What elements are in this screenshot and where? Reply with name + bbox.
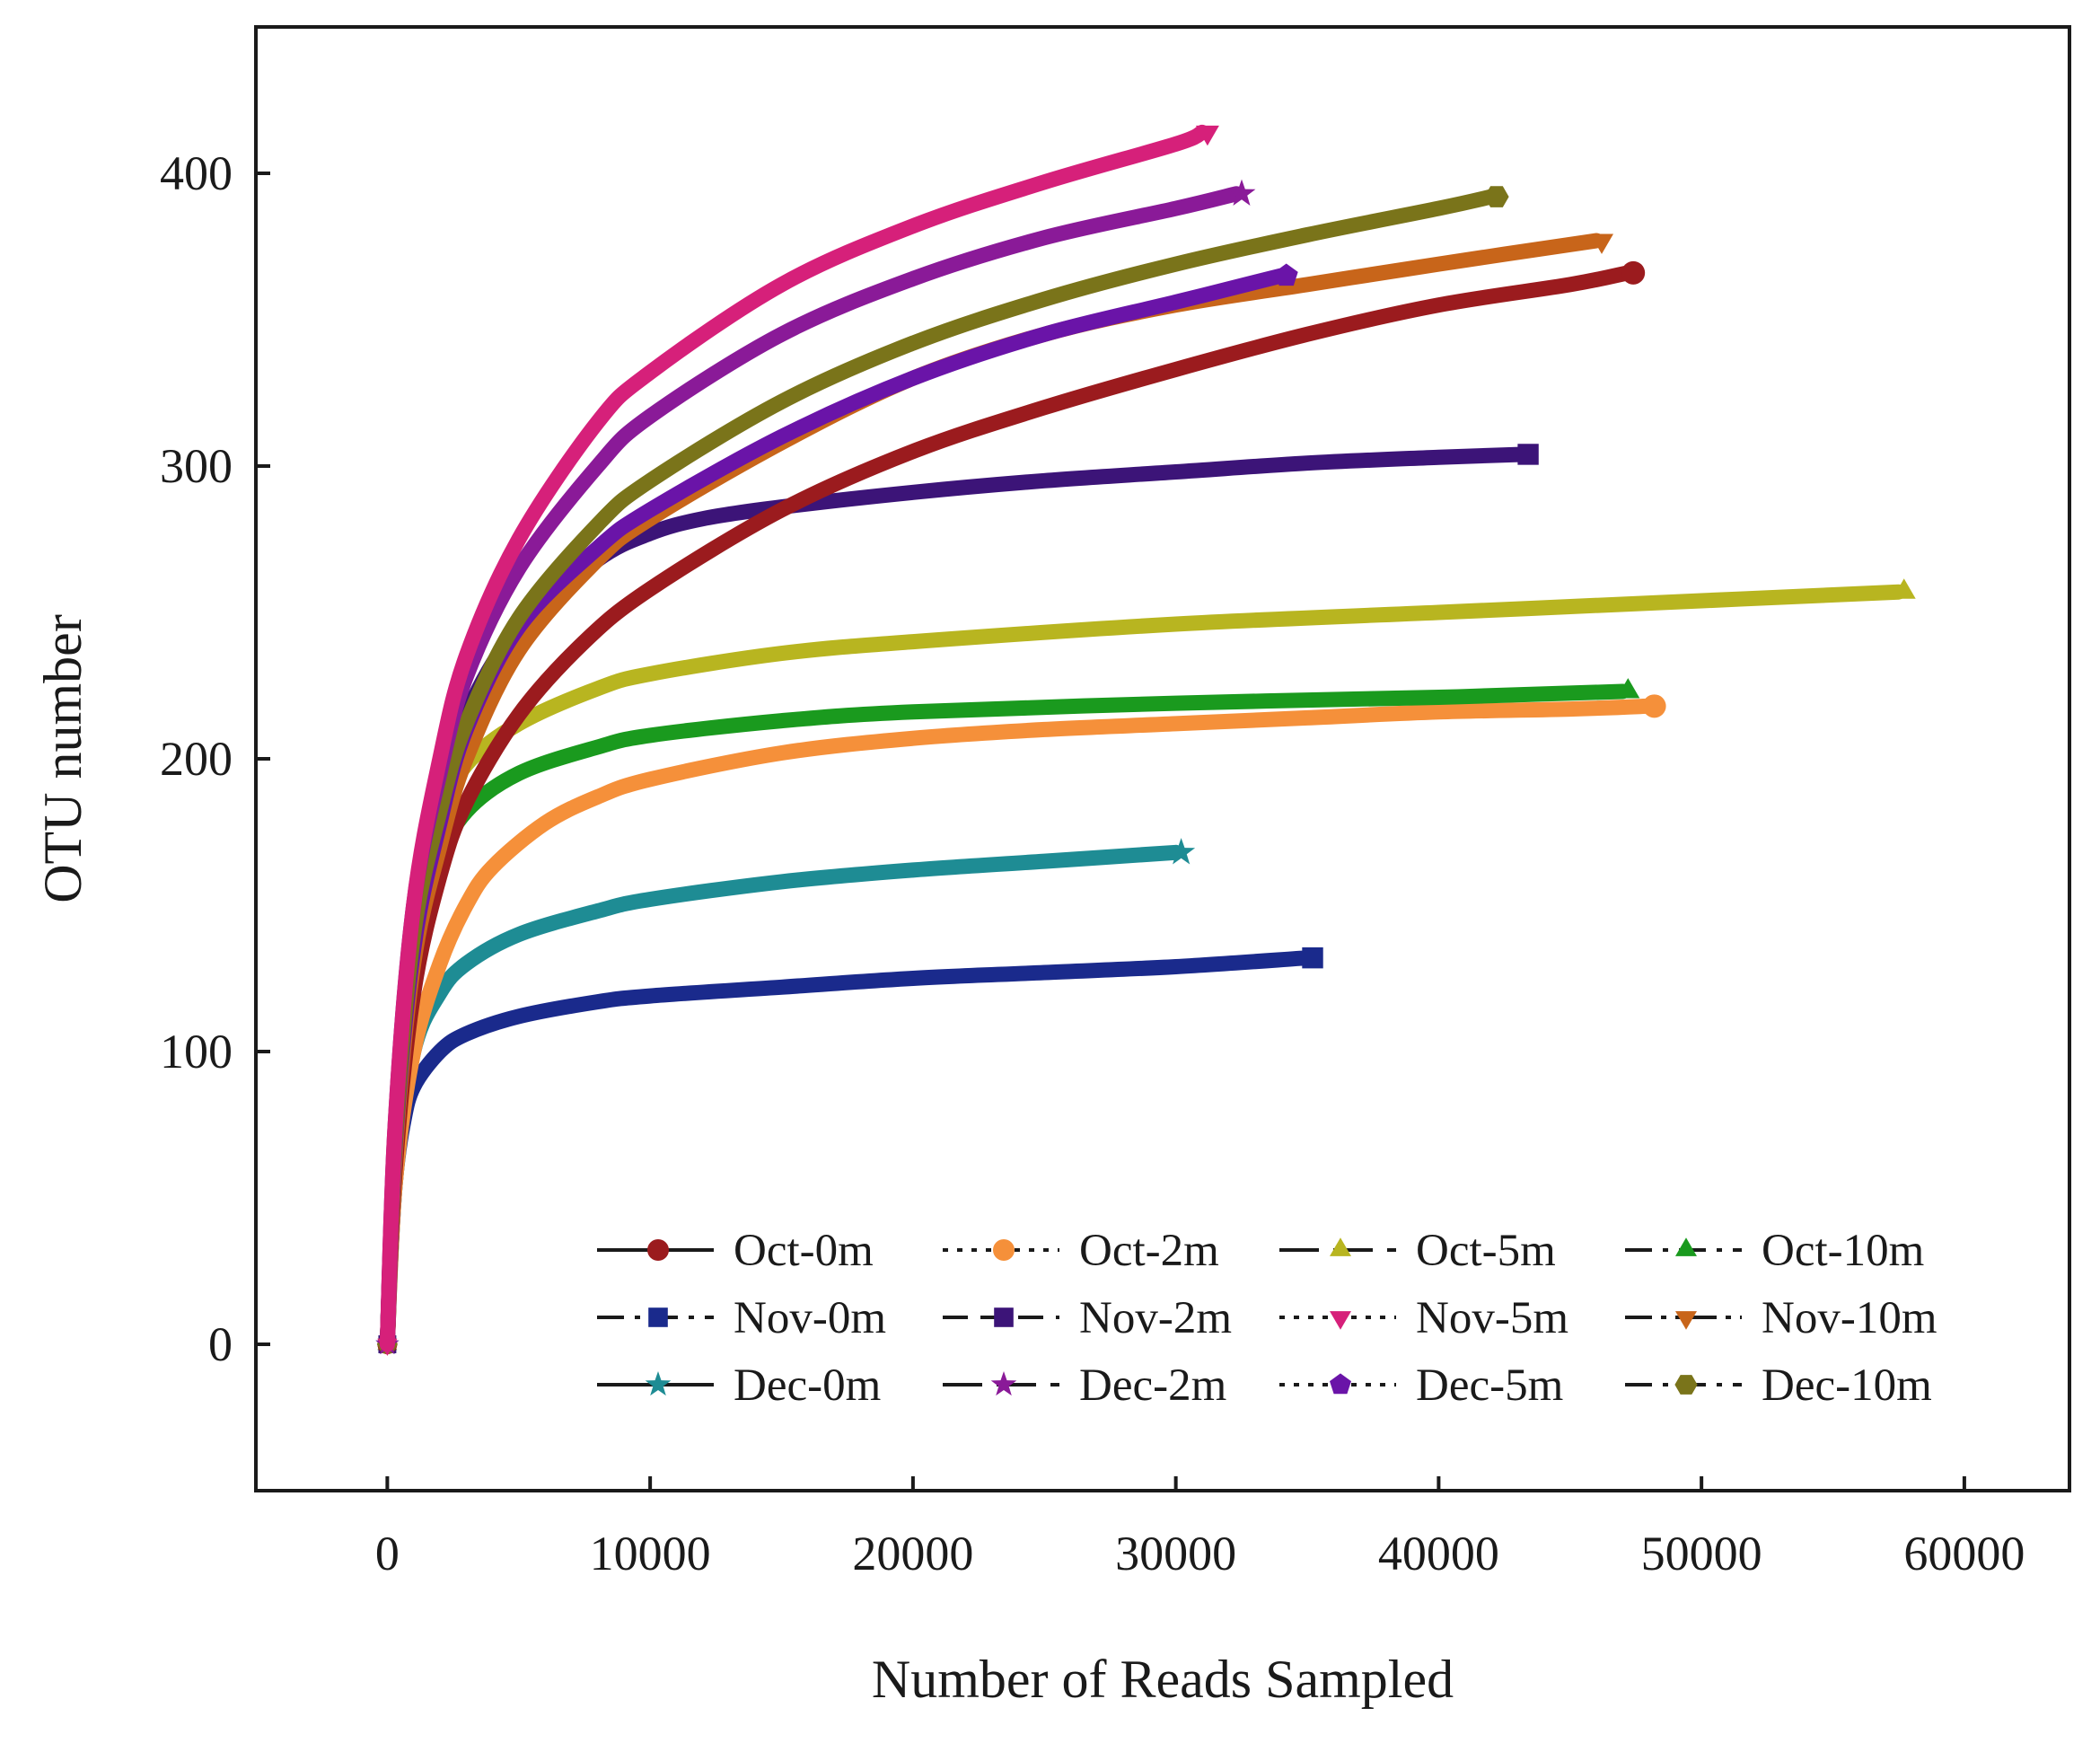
series-line bbox=[379, 268, 1289, 1352]
y-tick-label: 100 bbox=[160, 1025, 233, 1078]
legend-label: Dec-2m bbox=[1079, 1360, 1226, 1411]
legend-label: Oct-0m bbox=[734, 1226, 874, 1276]
series-dec-0m bbox=[375, 838, 1196, 1355]
legend-label: Oct-2m bbox=[1079, 1226, 1219, 1276]
legend-item-oct-2m: Oct-2m bbox=[943, 1226, 1219, 1276]
series-end-marker bbox=[1517, 444, 1539, 465]
x-tick-label: 20000 bbox=[852, 1527, 973, 1580]
legend-marker bbox=[1675, 1237, 1697, 1256]
series-end-marker bbox=[1590, 233, 1613, 254]
y-tick-label: 0 bbox=[208, 1317, 233, 1371]
legend-item-dec-2m: Dec-2m bbox=[943, 1360, 1226, 1411]
series-end-marker bbox=[1616, 678, 1640, 699]
legend-marker bbox=[1330, 1237, 1351, 1256]
legend-label: Nov-2m bbox=[1079, 1293, 1232, 1343]
series-line bbox=[379, 233, 1604, 1352]
legend-marker bbox=[1675, 1311, 1697, 1330]
legend-item-oct-5m: Oct-5m bbox=[1279, 1226, 1556, 1276]
legend-label: Dec-0m bbox=[734, 1360, 881, 1411]
legend-label: Oct-10m bbox=[1762, 1226, 1924, 1276]
series-dec-5m bbox=[377, 263, 1298, 1353]
y-tick-label: 300 bbox=[160, 439, 233, 493]
series-dec-2m bbox=[375, 179, 1256, 1355]
legend-marker bbox=[994, 1307, 1014, 1327]
legend-label: Nov-0m bbox=[734, 1293, 886, 1343]
legend-item-nov-10m: Nov-10m bbox=[1625, 1293, 1937, 1343]
legend-marker bbox=[990, 1371, 1017, 1396]
legend-item-dec-10m: Dec-10m bbox=[1625, 1360, 1932, 1411]
series-end-marker bbox=[1167, 838, 1196, 865]
series-line bbox=[379, 950, 1315, 1352]
legend-marker bbox=[647, 1239, 669, 1261]
legend-label: Dec-10m bbox=[1762, 1360, 1932, 1411]
legend-marker bbox=[645, 1371, 672, 1396]
x-tick-label: 40000 bbox=[1378, 1527, 1499, 1580]
series-end-marker bbox=[1196, 125, 1219, 146]
legend-marker bbox=[1674, 1375, 1698, 1395]
legend-item-nov-0m: Nov-0m bbox=[597, 1293, 886, 1343]
x-axis-title: Number of Reads Sampled bbox=[872, 1650, 1454, 1709]
legend-item-nov-2m: Nov-2m bbox=[943, 1293, 1232, 1343]
series-end-marker bbox=[1302, 946, 1323, 969]
legend-marker bbox=[1330, 1311, 1351, 1330]
legend-item-dec-5m: Dec-5m bbox=[1279, 1360, 1563, 1411]
series-line bbox=[379, 124, 1210, 1352]
x-tick-label: 30000 bbox=[1115, 1527, 1236, 1580]
y-tick-label: 400 bbox=[160, 146, 233, 200]
x-tick-label: 60000 bbox=[1903, 1527, 2025, 1580]
x-axis: 0 10000 20000 30000 40000 50000 60000 bbox=[375, 1476, 2025, 1580]
series-end-marker bbox=[1484, 186, 1509, 207]
legend-marker bbox=[648, 1307, 668, 1327]
legend-label: Nov-10m bbox=[1762, 1293, 1937, 1343]
series-line bbox=[379, 698, 1657, 1352]
series-nov-10m bbox=[377, 233, 1613, 1356]
series-end-marker bbox=[1274, 263, 1298, 286]
legend-item-nov-5m: Nov-5m bbox=[1279, 1293, 1568, 1343]
series-end-marker bbox=[1621, 260, 1646, 285]
legend-label: Dec-5m bbox=[1416, 1360, 1563, 1411]
legend-item-oct-0m: Oct-0m bbox=[597, 1226, 874, 1276]
y-tick-label: 200 bbox=[160, 732, 233, 786]
legend-label: Oct-5m bbox=[1416, 1226, 1556, 1276]
legend-marker bbox=[993, 1239, 1015, 1261]
series-nov-5m bbox=[377, 124, 1219, 1356]
y-axis: 0 100 200 300 400 bbox=[160, 146, 270, 1371]
legend-item-dec-0m: Dec-0m bbox=[597, 1360, 881, 1411]
series-start-marker bbox=[377, 1338, 398, 1356]
series-layer bbox=[375, 124, 1916, 1356]
legend-marker bbox=[1330, 1373, 1351, 1395]
series-end-marker bbox=[1892, 578, 1916, 599]
x-tick-label: 0 bbox=[375, 1527, 400, 1580]
y-axis-title: OTU number bbox=[33, 614, 92, 903]
series-end-marker bbox=[1227, 179, 1256, 206]
legend: Oct-0m Oct-2m Oct-5m Oct-10m Nov-0m Nov-2m Nov… bbox=[597, 1226, 1937, 1411]
x-tick-label: 50000 bbox=[1641, 1527, 1762, 1580]
series-end-marker bbox=[1642, 694, 1666, 718]
legend-item-oct-10m: Oct-10m bbox=[1625, 1226, 1924, 1276]
x-tick-label: 10000 bbox=[590, 1527, 711, 1580]
legend-label: Nov-5m bbox=[1416, 1293, 1568, 1343]
